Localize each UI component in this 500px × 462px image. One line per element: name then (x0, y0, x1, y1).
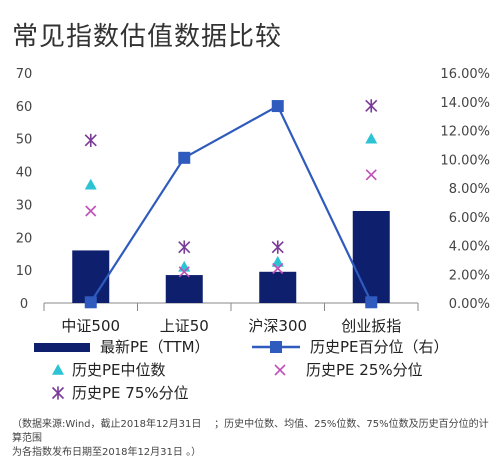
y-right-tick-label: 8.00% (449, 182, 490, 197)
source-note-line2: 为各指数发布日期至2018年12月31日 。） (12, 447, 202, 458)
line-percentile (89, 104, 373, 303)
marker-p75 (365, 99, 378, 113)
category-label: 上证50 (160, 317, 209, 335)
y-left-tick-label: 50 (16, 133, 33, 148)
marker-median (365, 132, 378, 144)
y-right-tick-label: 4.00% (449, 240, 490, 255)
legend-swatch-p75 (51, 386, 65, 400)
category-label: 创业扳指 (341, 317, 401, 335)
line-percentile-marker (84, 296, 97, 309)
bar-latest-pe (165, 275, 203, 303)
line-percentile-marker (178, 151, 191, 164)
chart-title: 常见指数估值数据比较 (12, 22, 283, 52)
bar-latest-pe (72, 250, 110, 303)
y-left-tick-label: 10 (16, 264, 33, 279)
source-note: （数据来源:Wind，截止2018年12月31日 ；历史中位数、均值、25%位数… (12, 418, 492, 460)
marker-p25 (272, 262, 284, 275)
legend-label: 历史PE 25%分位 (306, 361, 423, 379)
legend-swatch-median (52, 364, 64, 375)
marker-median (178, 260, 191, 272)
y-left-tick-label: 40 (16, 166, 33, 181)
y-right-tick-label: 10.00% (440, 153, 490, 168)
source-note-line1-right: ；历史中位数、均值、25%位数、75%位数及历史百分位的计算范围 (12, 419, 489, 444)
category-label: 沪深300 (248, 317, 307, 335)
y-right-tick-label: 0.00% (449, 297, 490, 312)
y-left-tick-label: 30 (16, 198, 33, 213)
line-percentile-marker (271, 100, 284, 113)
y-right-tick-label: 12.00% (440, 125, 490, 140)
y-right-tick-label: 16.00% (440, 67, 490, 82)
legend-label: 历史PE中位数 (72, 361, 166, 379)
legend-swatch-line-marker (270, 341, 282, 353)
marker-p25 (178, 266, 190, 278)
legend-label: 历史PE 75%分位 (72, 384, 189, 402)
line-percentile-marker (365, 296, 378, 309)
marker-p75 (178, 240, 191, 254)
y-left-tick-label: 70 (16, 67, 33, 82)
y-right-tick-label: 14.00% (440, 96, 490, 111)
bar-latest-pe (259, 271, 297, 303)
category-label: 中证500 (61, 317, 120, 335)
legend-swatch-p25 (274, 364, 286, 376)
marker-median (271, 255, 284, 267)
legend-label: 最新PE（TTM） (100, 338, 210, 356)
legend-swatch-bar (34, 343, 90, 352)
y-right-tick-label: 6.00% (449, 211, 490, 226)
marker-p25 (85, 205, 97, 217)
y-right-tick-label: 2.00% (449, 268, 490, 283)
source-note-line1-left: （数据来源:Wind，截止2018年12月31日 (12, 419, 202, 430)
y-left-tick-label: 20 (16, 231, 33, 246)
y-left-tick-label: 60 (16, 100, 33, 115)
legend-label: 历史PE百分位（右） (310, 338, 449, 356)
marker-median (84, 178, 97, 190)
marker-p25 (365, 169, 377, 181)
marker-p75 (84, 133, 97, 147)
marker-p75 (271, 240, 284, 254)
y-left-tick-label: 0 (20, 297, 28, 312)
bar-latest-pe (352, 211, 390, 303)
